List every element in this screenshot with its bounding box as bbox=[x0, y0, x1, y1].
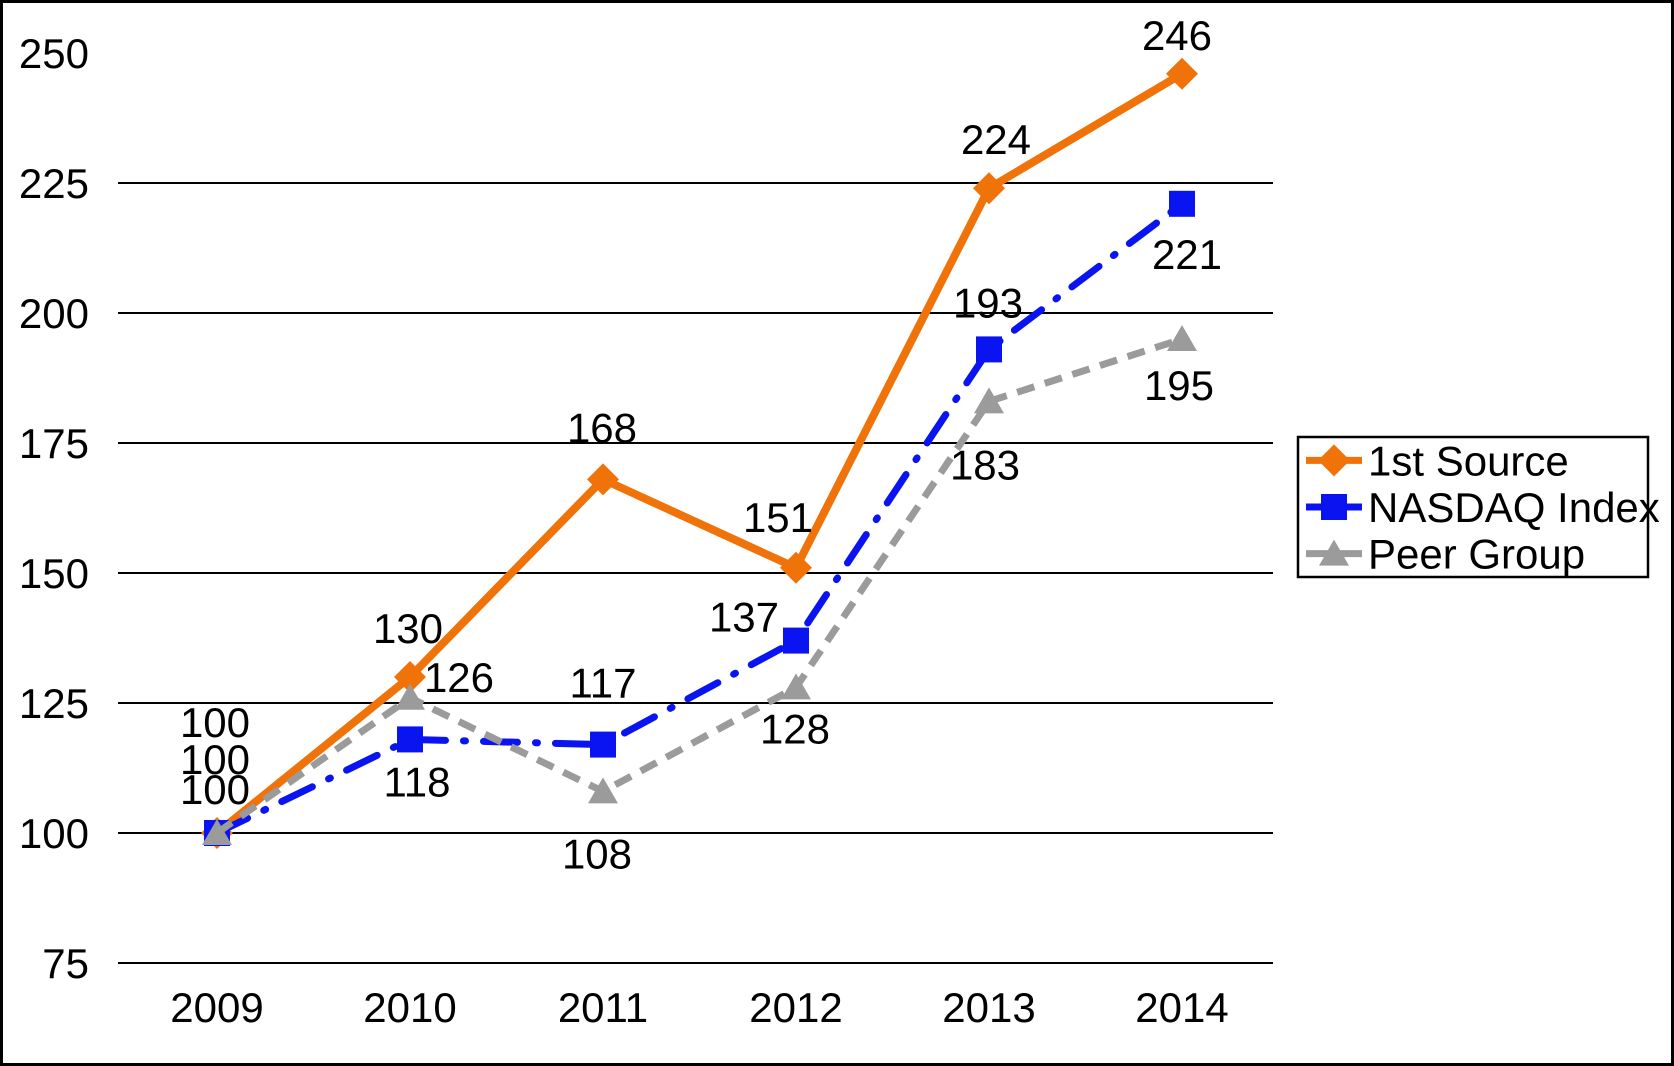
data-label: 168 bbox=[567, 404, 637, 451]
y-tick-label: 150 bbox=[19, 550, 89, 597]
data-label: 193 bbox=[953, 279, 1023, 326]
marker-diamond bbox=[973, 172, 1005, 205]
data-label: 128 bbox=[760, 705, 830, 752]
data-label: 224 bbox=[961, 116, 1031, 163]
data-label: 108 bbox=[562, 830, 632, 877]
marker-triangle bbox=[588, 777, 618, 804]
data-label: 100 bbox=[180, 736, 250, 783]
data-label: 100 bbox=[180, 766, 250, 813]
y-tick-label: 225 bbox=[19, 160, 89, 207]
data-label: 126 bbox=[424, 654, 494, 701]
legend-label: NASDAQ Index bbox=[1368, 484, 1660, 531]
marker-triangle bbox=[781, 673, 811, 700]
marker-diamond bbox=[1318, 444, 1350, 477]
legend-item-1st-source: 1st Source bbox=[1306, 437, 1569, 484]
x-axis-tick-labels: 2009 2010 2011 2012 2013 2014 bbox=[170, 984, 1228, 1031]
marker-square bbox=[397, 726, 423, 753]
legend-item-nasdaq-index: NASDAQ Index bbox=[1306, 484, 1660, 531]
y-tick-label: 75 bbox=[42, 940, 89, 987]
series-line-nasdaq-index bbox=[213, 200, 1186, 837]
marker-triangle bbox=[974, 387, 1004, 414]
marker-square bbox=[1321, 494, 1347, 520]
data-point-labels: 100 130 168 151 224 246 100 118 117 137 193 221 100 1… bbox=[180, 12, 1222, 878]
marker-diamond bbox=[1166, 57, 1198, 90]
data-label: 130 bbox=[373, 605, 443, 652]
data-label: 221 bbox=[1152, 231, 1222, 278]
x-tick-label: 2011 bbox=[558, 984, 648, 1031]
marker-diamond bbox=[394, 661, 426, 693]
marker-square bbox=[783, 627, 809, 654]
legend-label: Peer Group bbox=[1368, 531, 1585, 578]
x-tick-label: 2014 bbox=[1135, 984, 1228, 1031]
plot-gridlines bbox=[118, 182, 1273, 964]
x-tick-label: 2009 bbox=[170, 984, 263, 1031]
y-tick-label: 175 bbox=[19, 420, 89, 467]
series-line-1st-source bbox=[214, 70, 1185, 837]
data-label: 246 bbox=[1142, 12, 1212, 59]
data-label: 117 bbox=[570, 660, 637, 707]
data-label: 118 bbox=[384, 758, 451, 805]
data-label: 100 bbox=[180, 699, 250, 746]
marker-diamond bbox=[587, 463, 619, 496]
marker-triangle bbox=[1319, 539, 1349, 566]
series-1st-source bbox=[201, 57, 1198, 849]
marker-triangle bbox=[395, 683, 425, 710]
x-tick-label: 2013 bbox=[942, 984, 1035, 1031]
marker-triangle bbox=[1167, 325, 1197, 351]
series-nasdaq-index bbox=[204, 190, 1195, 846]
legend-item-peer-group: Peer Group bbox=[1306, 531, 1585, 578]
y-tick-label: 125 bbox=[19, 680, 89, 727]
y-axis-tick-labels: 250 225 200 175 150 125 100 75 bbox=[19, 30, 89, 987]
data-label: 195 bbox=[1144, 362, 1214, 409]
marker-triangle bbox=[202, 819, 232, 845]
x-tick-label: 2012 bbox=[749, 984, 842, 1031]
data-label: 183 bbox=[950, 441, 1020, 488]
marker-square bbox=[976, 336, 1002, 363]
legend-label: 1st Source bbox=[1368, 437, 1569, 484]
x-tick-label: 2010 bbox=[363, 984, 456, 1031]
y-tick-label: 200 bbox=[19, 290, 89, 337]
series-line-peer-group bbox=[214, 335, 1184, 836]
marker-square bbox=[1169, 190, 1195, 217]
series-peer-group bbox=[202, 325, 1197, 845]
data-label: 151 bbox=[743, 494, 813, 541]
marker-square bbox=[590, 731, 616, 758]
y-tick-label: 250 bbox=[19, 30, 89, 77]
y-tick-label: 100 bbox=[19, 810, 89, 857]
data-label: 137 bbox=[709, 594, 779, 641]
marker-diamond bbox=[780, 551, 812, 584]
